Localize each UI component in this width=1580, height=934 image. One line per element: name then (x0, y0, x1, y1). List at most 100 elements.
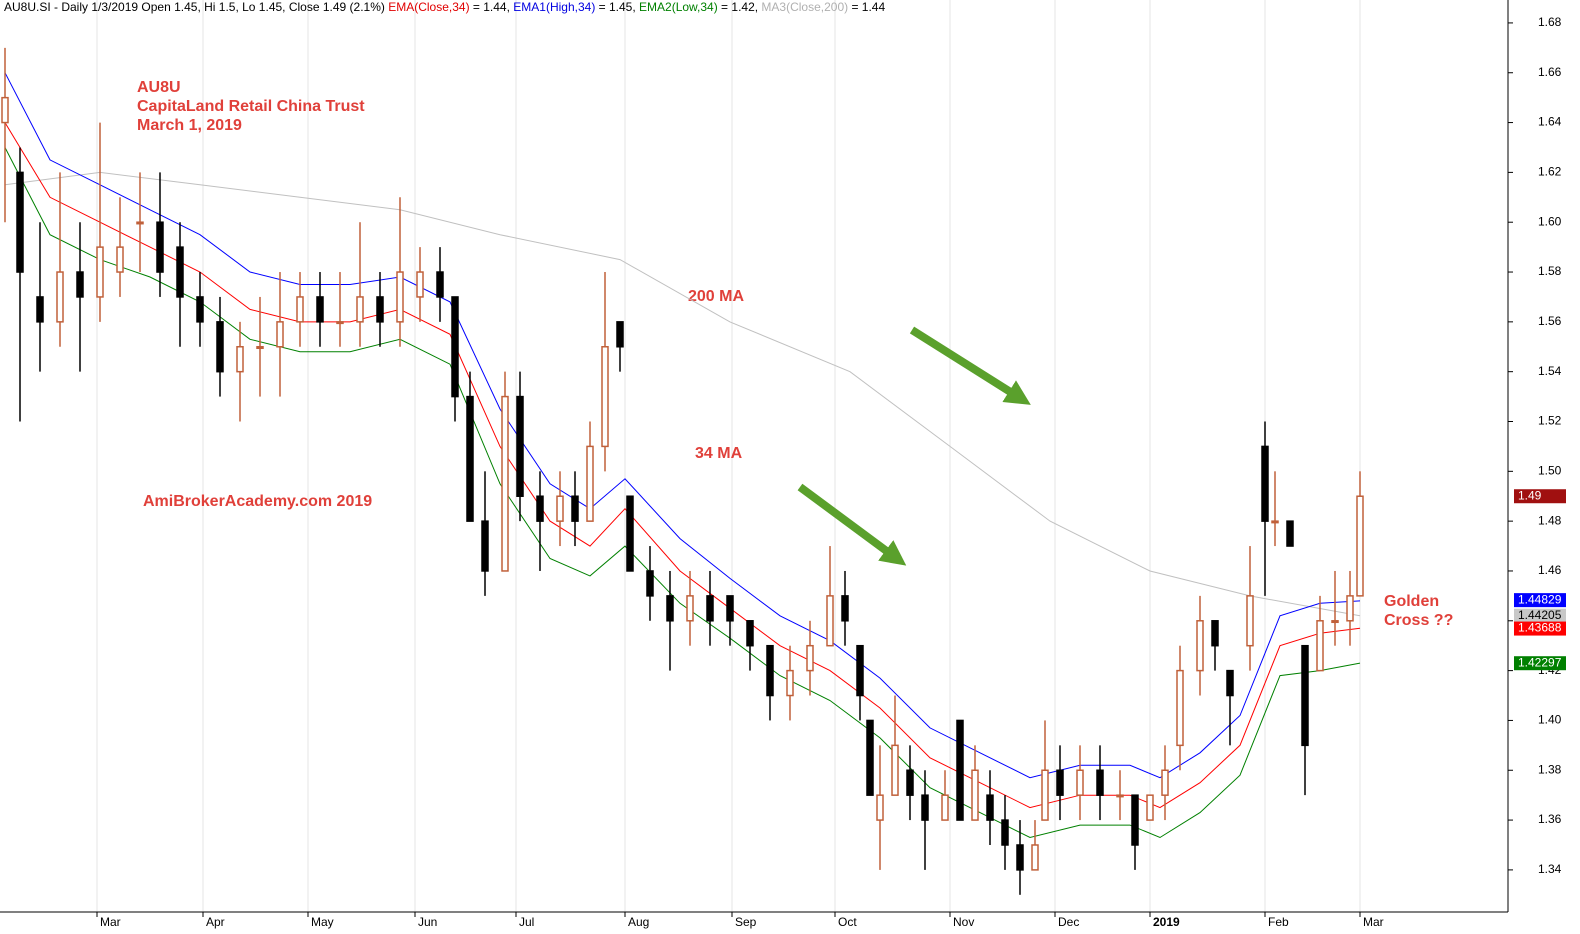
candle-body (1, 96, 9, 124)
candle-body (76, 271, 84, 298)
candle-body (296, 296, 304, 323)
y-tick-label: 1.62 (1538, 165, 1562, 179)
y-tick-label: 1.58 (1538, 264, 1562, 278)
candle-body (856, 644, 864, 697)
candle-body (1116, 794, 1124, 798)
arrow (797, 483, 907, 566)
x-tick-label: Mar (1363, 915, 1384, 929)
y-tick-label: 1.60 (1538, 214, 1562, 228)
x-tick-label: Nov (953, 915, 974, 929)
candle-body (1031, 844, 1039, 871)
annotation: 34 MA (695, 445, 743, 462)
candle-body (1346, 595, 1354, 622)
annotation: AmiBrokerAcademy.com 2019 (143, 493, 372, 510)
candle-body (1001, 819, 1009, 846)
candle-body (466, 395, 474, 522)
candle-body (746, 620, 754, 647)
candle-body (626, 495, 634, 572)
candle-body (376, 296, 384, 323)
candle-body (481, 520, 489, 572)
candle-body (1286, 520, 1294, 547)
y-tick-label: 1.46 (1538, 563, 1562, 577)
x-tick-label: Sep (735, 915, 757, 929)
candle-body (866, 719, 874, 796)
candle-body (1176, 669, 1184, 747)
x-tick-label: Aug (628, 915, 649, 929)
candle-body (1096, 769, 1104, 796)
candle-body (1226, 669, 1234, 697)
candle-body (686, 595, 694, 622)
header-part: = 1.42, (718, 0, 762, 14)
candle-body (786, 669, 794, 697)
x-tick-label: Jul (519, 915, 534, 929)
candle-body (891, 744, 899, 796)
candle-body (316, 296, 324, 323)
candle-body (986, 794, 994, 821)
price-badge-label: 1.43688 (1518, 621, 1562, 635)
candle-body (1316, 620, 1324, 672)
price-badge (1514, 608, 1566, 623)
candle-body (56, 271, 64, 323)
candle-body (1261, 445, 1269, 522)
y-tick-label: 1.50 (1538, 463, 1562, 477)
x-tick-label: May (311, 915, 334, 929)
header: AU8U.SI - Daily 1/3/2019 Open 1.45, Hi 1… (4, 0, 885, 14)
y-tick-label: 1.66 (1538, 65, 1562, 79)
price-badge (1514, 489, 1566, 504)
annotation: AU8U (137, 79, 181, 96)
y-tick-label: 1.68 (1538, 15, 1562, 29)
y-tick-label: 1.40 (1538, 713, 1562, 727)
y-tick-label: 1.64 (1538, 115, 1562, 129)
ma-line (4, 147, 1361, 839)
x-tick-label: Feb (1268, 915, 1289, 929)
annotation: Cross ?? (1384, 612, 1453, 629)
candle-body (921, 794, 929, 821)
candle-body (841, 595, 849, 622)
y-tick-label: 1.56 (1538, 314, 1562, 328)
candle-body (1211, 620, 1219, 647)
candle-body (16, 171, 24, 273)
x-tick-label: Mar (100, 915, 121, 929)
candle-body (1246, 595, 1254, 647)
x-tick-label: Oct (838, 915, 857, 929)
y-tick-label: 1.36 (1538, 812, 1562, 826)
y-tick-label: 1.34 (1538, 862, 1562, 876)
header-part: = 1.44, (470, 0, 514, 14)
annotation: 200 MA (688, 288, 744, 305)
price-badge-label: 1.49 (1518, 488, 1542, 502)
candle-body (1016, 844, 1024, 871)
annotation: March 1, 2019 (137, 117, 242, 134)
header-part: MA3(Close,200) (761, 0, 848, 14)
candle-body (1271, 520, 1279, 524)
candle-body (956, 719, 964, 821)
header-part: EMA(Close,34) (388, 0, 469, 14)
candle-body (571, 495, 579, 522)
price-badge-label: 1.44205 (1518, 608, 1562, 622)
ma-line (4, 171, 1361, 617)
candle-body (276, 321, 284, 348)
candle-body (336, 321, 344, 325)
y-tick-label: 1.54 (1538, 364, 1562, 378)
candle-body (356, 296, 364, 323)
candle-body (451, 296, 459, 398)
candle-body (196, 296, 204, 323)
candle-body (906, 769, 914, 796)
candle-body (706, 595, 714, 622)
candle-body (876, 794, 884, 821)
candle-body (1331, 620, 1339, 624)
price-badge (1514, 593, 1566, 608)
candle-body (96, 246, 104, 298)
y-tick-label: 1.48 (1538, 513, 1562, 527)
candle-body (666, 595, 674, 622)
header-part: EMA1(High,34) (513, 0, 595, 14)
candle-body (216, 321, 224, 373)
candle-body (1076, 769, 1084, 796)
annotation: CapitaLand Retail China Trust (137, 98, 365, 115)
candle-body (236, 346, 244, 373)
candle-body (116, 246, 124, 273)
candle-body (396, 271, 404, 323)
candle-body (1356, 495, 1364, 597)
x-tick-label: Apr (206, 915, 225, 929)
